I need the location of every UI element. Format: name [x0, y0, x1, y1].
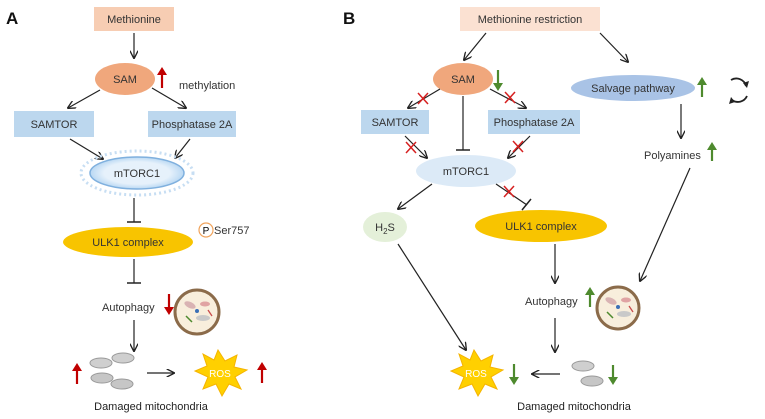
cycle-icon [729, 77, 749, 104]
cross-mtorc1-ulk1-icon [503, 185, 515, 198]
phosphatase-box [148, 111, 236, 137]
panel-b-label: B [343, 9, 355, 28]
arrow-pp2a-mtorc1 [175, 138, 191, 158]
sam-b-down-arrow-icon [493, 70, 503, 91]
ulk1-b-oval [475, 210, 607, 242]
h2s-oval [363, 212, 407, 242]
cross-samtor-mtorc1-icon [405, 141, 417, 154]
autophagosome-a-icon [173, 288, 221, 336]
arrow-samtor-mtorc1 [69, 138, 103, 159]
samtor-label: SAMTOR [31, 119, 78, 131]
arrow-polyamines-autophagy [640, 167, 691, 281]
autophagy-b-up-arrow-icon [585, 287, 595, 307]
ros-a-label: ROS [209, 369, 231, 380]
polyamines-up-arrow-icon [707, 142, 717, 161]
restriction-label: Methionine restriction [478, 14, 583, 26]
arrow-restriction-sam [464, 32, 487, 60]
restriction-box [460, 7, 600, 31]
salvage-up-arrow-icon [697, 77, 707, 97]
h2s-label: H2S [375, 222, 395, 236]
arrow-restriction-salvage [599, 32, 628, 62]
ros-a-burst [193, 348, 249, 398]
salvage-oval [571, 75, 695, 101]
cross-sam-pp2a-icon [504, 91, 516, 104]
phospho-symbol: P [203, 226, 210, 237]
ser757-label: Ser757 [214, 225, 249, 237]
sam-oval [95, 63, 155, 95]
polyamines-label: Polyamines [644, 150, 701, 162]
ros-b-burst [449, 348, 505, 398]
damaged-mito-a-label: Damaged mitochondria [94, 401, 209, 413]
methionine-label: Methionine [107, 14, 161, 26]
autophagosome-b-icon [595, 285, 641, 331]
sam-b-oval [433, 63, 493, 95]
mtorc1-oval [89, 156, 185, 190]
autophagy-b-label: Autophagy [525, 296, 578, 308]
samtor-box [14, 111, 94, 137]
sam-up-arrow-icon [157, 67, 167, 88]
phosphatase-label: Phosphatase 2A [152, 119, 233, 131]
mtorc1-label: mTORC1 [114, 168, 160, 180]
ulk1-oval [63, 227, 193, 257]
autophagy-a-down-arrow-icon [164, 294, 174, 315]
up-arrow-mito-a-icon [72, 363, 82, 384]
mito-b-down-arrow-icon [608, 365, 618, 385]
arrow-sam-samtor [68, 89, 101, 108]
samtor-b-label: SAMTOR [372, 117, 419, 129]
arrow-sam-pp2a [151, 87, 186, 108]
mtorc1-b-oval [416, 155, 516, 187]
arrow-h2s-ros [397, 243, 466, 350]
mtorc1-b-label: mTORC1 [443, 166, 489, 178]
phosphatase-b-label: Phosphatase 2A [494, 117, 575, 129]
sam-label: SAM [113, 74, 137, 86]
methionine-box [94, 7, 174, 31]
arrow-sam-pp2a-b [489, 88, 526, 108]
ulk1-b-label: ULK1 complex [505, 221, 577, 233]
sam-b-label: SAM [451, 74, 475, 86]
ros-b-label: ROS [465, 369, 487, 380]
phosphatase-b-box [488, 110, 580, 134]
arrow-samtor-mtorc1-b [404, 135, 427, 158]
panel-a-label: A [6, 9, 18, 28]
methylation-label: methylation [179, 80, 235, 92]
autophagy-a-label: Autophagy [102, 302, 155, 314]
damaged-mito-b-label: Damaged mitochondria [517, 401, 632, 413]
ulk1-label: ULK1 complex [92, 237, 164, 249]
mitochondria-a-icon [89, 352, 135, 390]
cross-pp2a-mtorc1-icon [512, 140, 524, 153]
ros-a-up-arrow-icon [257, 362, 267, 383]
arrow-mtorc1-h2s [398, 183, 433, 209]
samtor-b-box [361, 110, 429, 134]
mtorc1-glow [79, 149, 195, 197]
salvage-label: Salvage pathway [591, 83, 675, 95]
ros-b-down-arrow-icon [509, 364, 519, 385]
mitochondria-b-icon [571, 360, 604, 387]
cross-sam-samtor-icon [417, 92, 429, 105]
phospho-circle [198, 222, 214, 238]
